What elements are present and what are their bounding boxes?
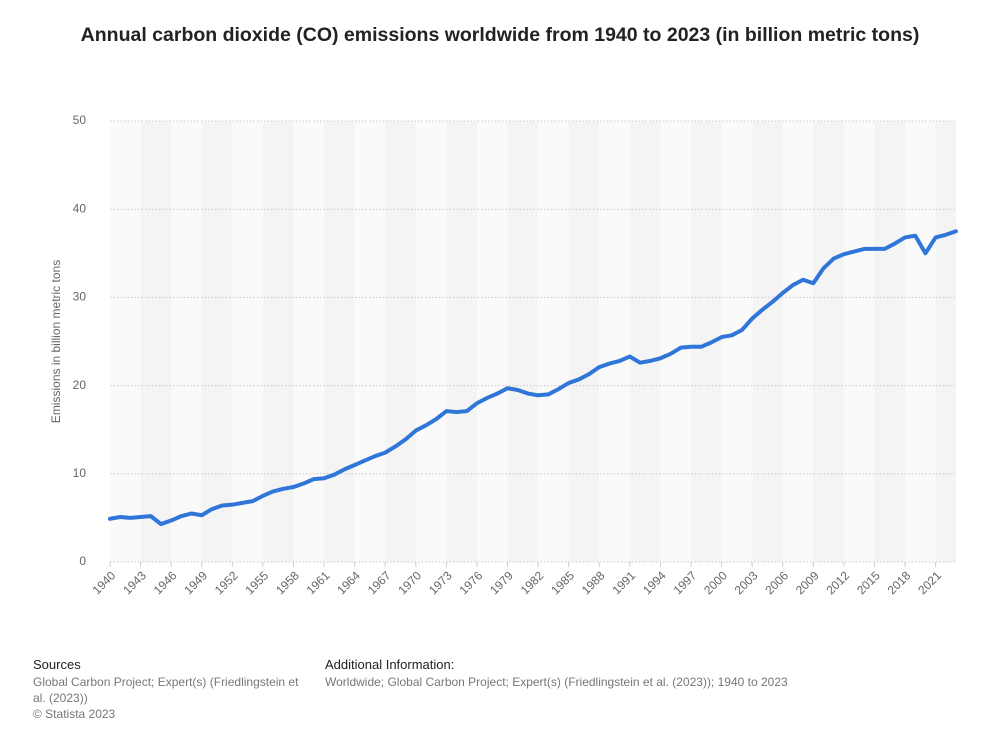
y-axis-label: Emissions in billion metric tons [49,260,63,423]
x-tick-label: 2015 [854,568,883,597]
plot-stripe [874,121,906,562]
plot-stripe [843,121,875,562]
x-tick-label: 2009 [793,568,822,597]
y-tick-label: 0 [79,554,86,568]
x-tick-label: 1943 [120,568,149,597]
x-tick-label: 1958 [273,568,302,597]
x-tick-label: 1976 [457,568,486,597]
plot-stripe [507,121,539,562]
x-tick-label: 1970 [395,568,424,597]
additional-info: Additional Information: Worldwide; Globa… [325,657,885,690]
x-tick-label: 2003 [732,568,761,597]
plot-stripe [293,121,325,562]
plot-stripe [782,121,814,562]
plot-stripe [752,121,783,562]
x-tick-label: 1964 [334,568,363,597]
sources: Sources Global Carbon Project; Expert(s)… [33,657,313,722]
plot-stripe [568,121,600,562]
copyright: © Statista 2023 [33,707,116,721]
info-heading: Additional Information: [325,657,455,672]
x-tick-label: 1955 [242,568,271,597]
plot-stripe [232,121,263,562]
y-tick-label: 30 [73,290,87,304]
sources-heading: Sources [33,657,81,672]
plot-stripe [324,121,355,562]
sources-text: Global Carbon Project; Expert(s) (Friedl… [33,675,299,705]
x-tick-label: 1967 [365,568,394,597]
plot-stripe [721,121,753,562]
y-tick-label: 20 [73,378,87,392]
x-tick-label: 1982 [518,568,547,597]
y-tick-label: 10 [73,466,87,480]
x-tick-label: 1991 [609,568,638,597]
x-tick-label: 2006 [762,568,791,597]
x-tick-label: 1994 [640,568,669,597]
plot-stripe [935,121,956,562]
x-tick-label: 2018 [885,568,914,597]
data-line [108,229,958,527]
plot-stripe [629,121,661,562]
plot-stripe [201,121,233,562]
plot-stripe [354,121,386,562]
x-tick-label: 1949 [181,568,210,597]
x-tick-label: 2021 [915,568,944,597]
plot-stripe [171,121,202,562]
plot-stripe [599,121,630,562]
y-tick-label: 40 [73,201,87,215]
plot-stripe [813,121,844,562]
x-tick-label: 1988 [579,568,608,597]
x-tick-label: 2000 [701,568,730,597]
plot-stripe [415,121,447,562]
info-text: Worldwide; Global Carbon Project; Expert… [325,675,788,689]
plot-stripe [110,121,141,562]
plot-stripe [446,121,477,562]
x-tick-label: 1961 [304,568,333,597]
plot-stripe [140,121,172,562]
x-tick-label: 2012 [823,568,852,597]
x-tick-label: 1979 [487,568,516,597]
plot-stripe [660,121,691,562]
chart-title: Annual carbon dioxide (CO) emissions wor… [80,24,920,46]
y-tick-label: 50 [73,113,87,127]
x-tick-label: 1946 [151,568,180,597]
x-tick-label: 1940 [90,568,119,597]
plot-stripe [538,121,569,562]
x-tick-label: 1985 [548,568,577,597]
plot-stripe [385,121,416,562]
x-tick-label: 1973 [426,568,455,597]
x-tick-label: 1952 [212,568,241,597]
x-tick-label: 1997 [671,568,700,597]
plot-stripe [905,121,936,562]
plot-stripe [476,121,508,562]
